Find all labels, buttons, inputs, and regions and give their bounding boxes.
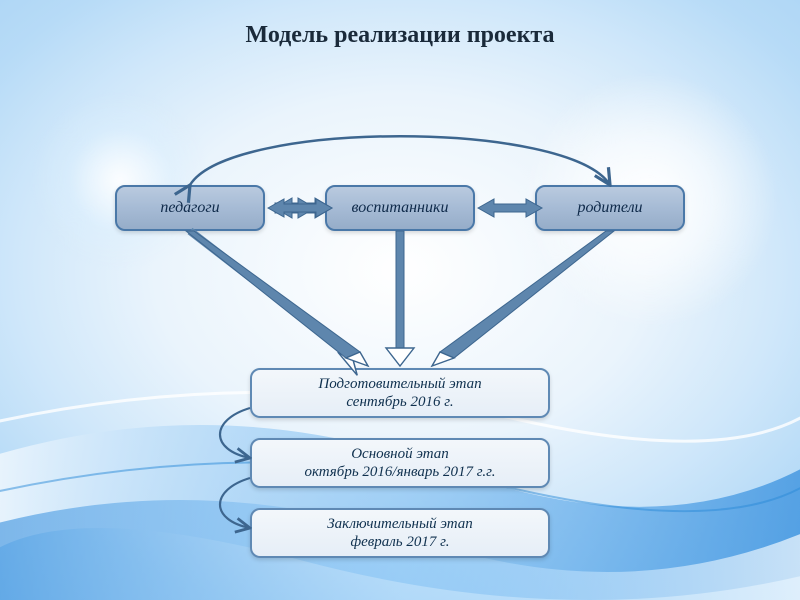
stage-1: Подготовительный этап сентябрь 2016 г. <box>250 368 550 418</box>
darrow-cr <box>478 199 542 217</box>
conv-center <box>386 231 414 366</box>
arc-top <box>190 136 610 185</box>
stage-2: Основной этап октябрь 2016/январь 2017 г… <box>250 438 550 488</box>
stage-2-line1: Основной этап <box>351 445 449 463</box>
loop-1-2 <box>220 408 250 458</box>
loop-2-3 <box>220 478 250 528</box>
node-pedagogi: педагоги <box>115 185 265 231</box>
darrow-lc <box>268 199 332 217</box>
stage-1-line1: Подготовительный этап <box>318 375 481 393</box>
stage-3-line1: Заключительный этап <box>327 515 473 533</box>
node-roditeli: родители <box>535 185 685 231</box>
node-vospitanniki: воспитанники <box>325 185 475 231</box>
stage-3: Заключительный этап февраль 2017 г. <box>250 508 550 558</box>
arrow-left-down <box>190 231 365 375</box>
arrow-left-center <box>275 198 332 218</box>
stage-1-line2: сентябрь 2016 г. <box>346 393 453 411</box>
stage-3-line2: февраль 2017 г. <box>350 533 449 551</box>
bg-flare-2 <box>30 90 210 270</box>
page-title: Модель реализации проекта <box>0 22 800 49</box>
arrow-left-center-rhead <box>298 198 315 218</box>
conv-right <box>432 231 614 366</box>
conv-left <box>186 231 368 366</box>
stage-2-line2: октябрь 2016/январь 2017 г.г. <box>304 463 495 481</box>
